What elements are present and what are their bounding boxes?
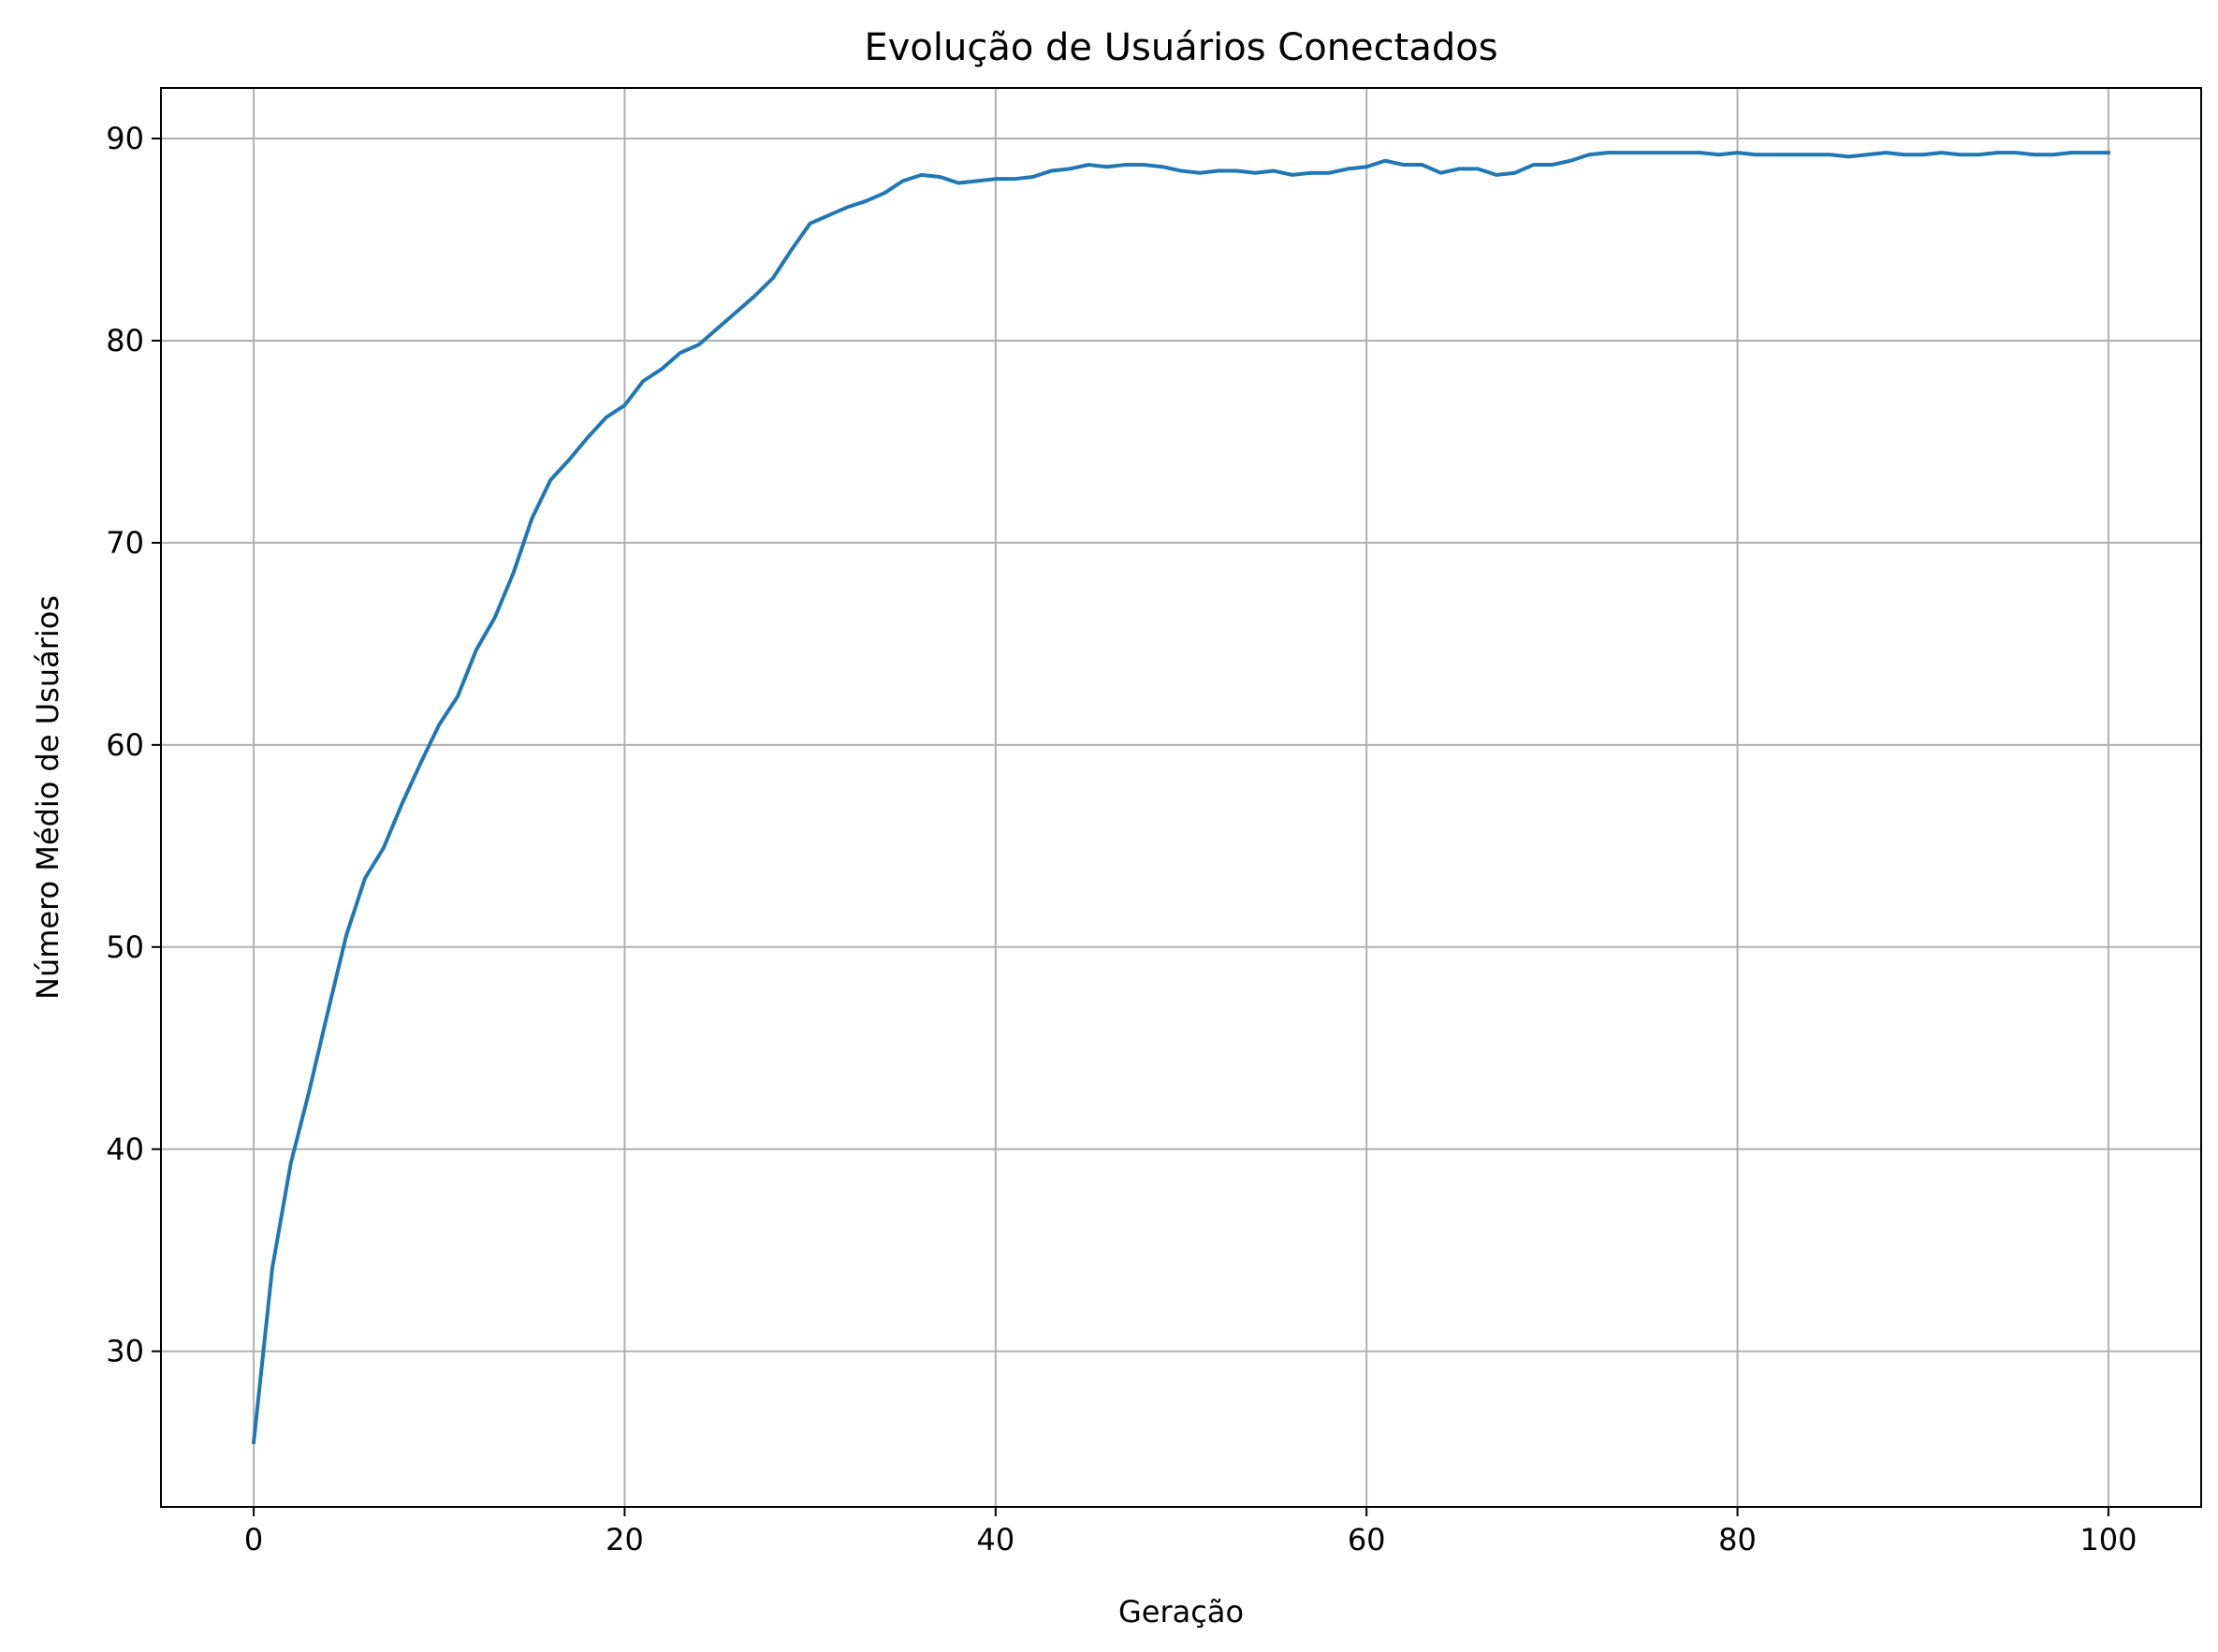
y-tick-label: 90	[106, 121, 144, 156]
y-tick-label: 70	[106, 525, 144, 561]
x-tick-label: 20	[606, 1522, 644, 1557]
x-tick-label: 60	[1348, 1522, 1386, 1557]
y-axis-label: Número Médio de Usuários	[30, 595, 66, 1000]
grid-lines	[161, 88, 2201, 1507]
x-tick-label: 40	[976, 1522, 1014, 1557]
series-line	[251, 151, 2110, 1445]
y-tick-label: 60	[106, 727, 144, 763]
y-tick-label: 40	[106, 1132, 144, 1167]
series-layer	[251, 151, 2110, 1445]
x-axis-label: Geração	[1118, 1594, 1244, 1630]
plot-frame	[160, 87, 2202, 1508]
x-axis-ticks: 0 20 40 60 80 100	[244, 1507, 2137, 1557]
x-tick-label: 100	[2079, 1522, 2137, 1557]
y-tick-label: 30	[106, 1334, 144, 1369]
x-tick-label: 0	[244, 1522, 263, 1557]
y-tick-label: 80	[106, 323, 144, 358]
x-tick-label: 80	[1718, 1522, 1757, 1557]
chart-title: Evolução de Usuários Conectados	[864, 26, 1497, 69]
y-tick-label: 50	[106, 929, 144, 965]
y-axis-ticks: 30 40 50 60 70 80 90	[106, 121, 161, 1369]
